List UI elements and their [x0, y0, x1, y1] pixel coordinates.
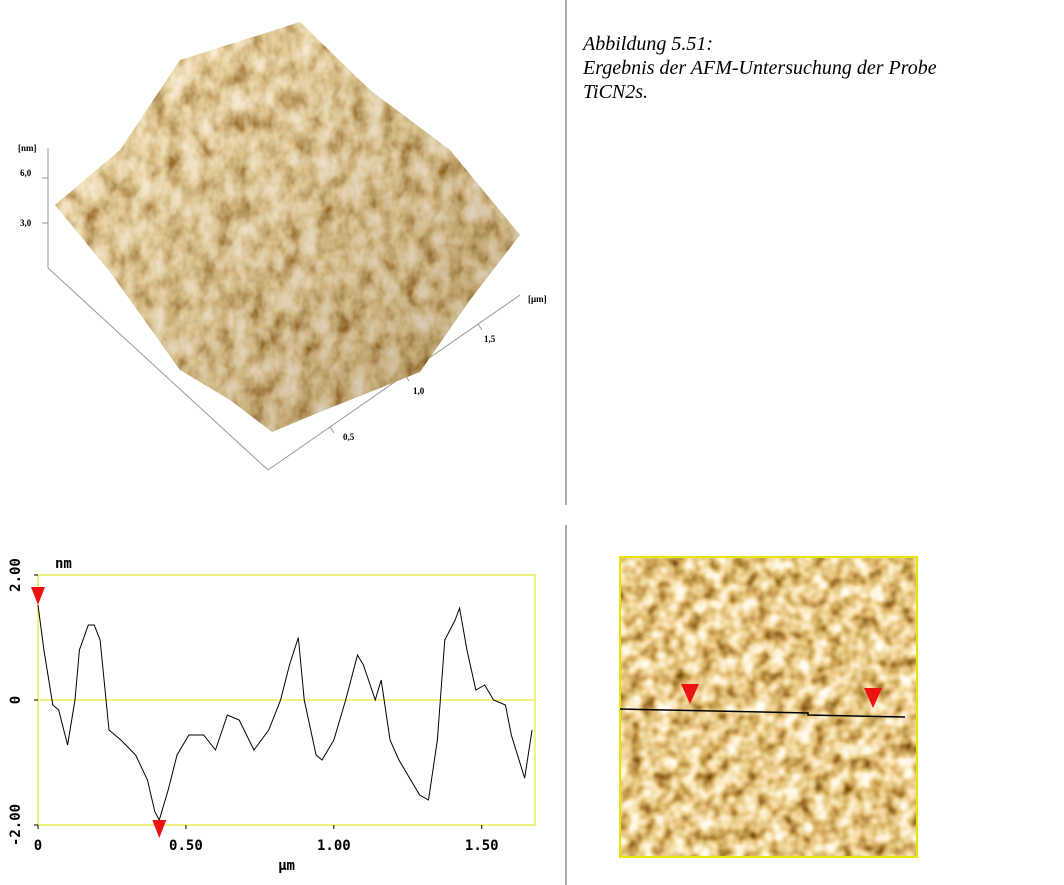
y-axis-label: nm [55, 556, 72, 572]
x-tick-label: 0.50 [169, 838, 203, 854]
x-tick-label: 1.00 [317, 838, 351, 854]
axis-tick [478, 324, 482, 330]
surface [50, 20, 525, 435]
surface-shade [50, 20, 525, 435]
page: Abbildung 5.51: Ergebnis der AFM-Untersu… [0, 0, 1064, 885]
x-tick-label: 1.50 [465, 838, 499, 854]
y-tick-label: 0 [8, 696, 24, 704]
x-axis-label: µm [278, 858, 295, 874]
axis-tick [330, 427, 334, 433]
y-tick-label: -2.00 [8, 804, 24, 846]
afm-2d-view [620, 557, 917, 857]
x-label: 1,5 [484, 334, 496, 344]
z-label: 6,0 [20, 168, 32, 178]
z-label: 3,0 [20, 218, 32, 228]
min-marker [152, 820, 166, 838]
figure: [nm] 6,0 3,0 [µm] 1,5 1,0 0,5 -2.00 0 2.00… [0, 0, 1064, 885]
x-label: 1,0 [413, 386, 425, 396]
afm-3d-view: [nm] 6,0 3,0 [µm] 1,5 1,0 0,5 [18, 20, 547, 470]
y-tick-label: 2.00 [8, 558, 24, 592]
x-label: 0,5 [343, 432, 355, 442]
x-tick-label: 0 [34, 838, 42, 854]
z-unit: [nm] [18, 143, 37, 153]
profile-chart: -2.00 0 2.00 0 0.50 1.00 1.50 nm µm [8, 556, 535, 874]
height-map [620, 557, 917, 857]
max-marker [31, 587, 45, 605]
profile-line [38, 605, 532, 820]
xy-unit: [µm] [528, 294, 547, 304]
